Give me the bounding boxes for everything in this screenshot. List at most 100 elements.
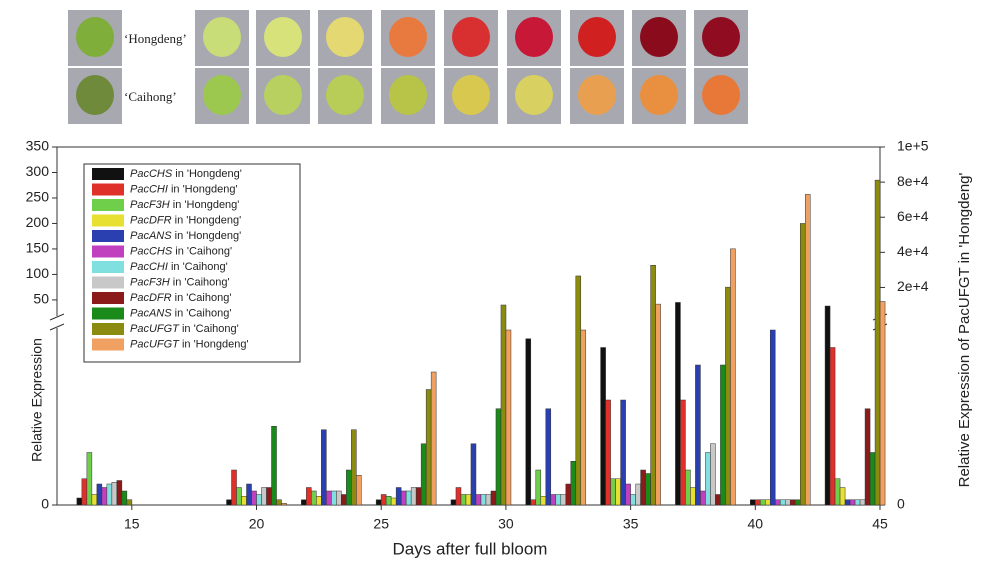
- bar: [626, 484, 631, 505]
- bar: [421, 444, 426, 505]
- bar: [606, 400, 611, 505]
- bar: [127, 500, 132, 505]
- bar: [611, 479, 616, 505]
- bar: [700, 491, 705, 505]
- y-tick-label: 150: [26, 240, 50, 256]
- bar: [566, 484, 571, 505]
- bar: [262, 488, 267, 506]
- fruit: [264, 75, 302, 115]
- fruit: [264, 17, 302, 57]
- bar: [835, 479, 840, 505]
- legend-swatch: [92, 230, 124, 242]
- legend-label: PacANS in 'Caihong': [130, 307, 231, 319]
- bar: [755, 500, 760, 505]
- bar: [326, 491, 331, 505]
- chart: ‘Hongdeng’ ‘Caihong’ Days after full blo…: [0, 0, 984, 563]
- fruit: [326, 17, 364, 57]
- fruit: [578, 75, 616, 115]
- legend-swatch: [92, 199, 124, 211]
- bar: [860, 500, 865, 505]
- bar: [790, 500, 795, 505]
- legend-label: PacCHS in 'Caihong': [130, 245, 232, 257]
- fruit: [640, 17, 678, 57]
- fruit: [76, 75, 114, 115]
- y2-tick-label: 6e+4: [897, 208, 929, 224]
- legend-label: PacCHI in 'Hongdeng': [130, 183, 238, 195]
- bar: [541, 496, 546, 505]
- bar: [581, 330, 586, 505]
- fruit: [389, 17, 427, 57]
- legend-gene: PacCHS: [130, 245, 173, 257]
- bar: [695, 365, 700, 505]
- fruit: [203, 17, 241, 57]
- legend-rest: in 'Caihong': [172, 292, 232, 304]
- bar: [850, 500, 855, 505]
- bar: [102, 488, 107, 506]
- bar: [805, 194, 810, 505]
- x-tick-label: 45: [872, 516, 888, 532]
- bar: [641, 470, 646, 505]
- legend-gene: PacF3H: [130, 199, 170, 211]
- legend-label: PacANS in 'Hongdeng': [130, 230, 241, 242]
- bar: [282, 503, 287, 505]
- bar: [576, 276, 581, 505]
- bar: [237, 488, 242, 506]
- x-tick-label: 15: [124, 516, 140, 532]
- x-tick-label: 25: [373, 516, 389, 532]
- bar: [725, 287, 730, 505]
- legend-swatch: [92, 277, 124, 289]
- bar: [481, 495, 486, 506]
- bar: [561, 495, 566, 506]
- bar: [252, 491, 257, 505]
- fruit: [578, 17, 616, 57]
- photo-label: ‘Hongdeng’: [124, 31, 187, 46]
- bar: [765, 500, 770, 505]
- bar: [376, 500, 381, 505]
- bar: [426, 390, 431, 506]
- axis-break: [50, 316, 64, 328]
- bar: [122, 491, 127, 505]
- legend-rest: in 'Hongdeng': [172, 230, 242, 242]
- y-tick-label: 50: [33, 291, 49, 307]
- fruit-photos: [68, 10, 748, 124]
- bar: [401, 491, 406, 505]
- legend-label: PacDFR in 'Hongdeng': [130, 214, 241, 226]
- y-axis-label: Relative Expression: [29, 338, 45, 462]
- legend-swatch: [92, 323, 124, 335]
- bar: [496, 409, 501, 505]
- legend-label: PacDFR in 'Caihong': [130, 292, 231, 304]
- legend-rest: in 'Caihong': [170, 276, 230, 288]
- bar: [830, 348, 835, 506]
- legend-gene: PacDFR: [130, 292, 172, 304]
- bar: [646, 474, 651, 506]
- legend-swatch: [92, 215, 124, 227]
- bar: [870, 453, 875, 506]
- bar: [486, 495, 491, 506]
- bar: [551, 495, 556, 506]
- bar: [795, 500, 800, 505]
- legend-gene: PacUFGT: [130, 338, 180, 350]
- bar: [685, 470, 690, 505]
- bar: [491, 491, 496, 505]
- fruit: [76, 17, 114, 57]
- bar: [780, 500, 785, 505]
- bar: [536, 470, 541, 505]
- legend-gene: PacCHI: [130, 261, 168, 273]
- bar: [321, 430, 326, 505]
- bar: [107, 484, 112, 505]
- y-tick-label: 250: [26, 189, 50, 205]
- bar: [456, 488, 461, 506]
- fruit: [203, 75, 241, 115]
- legend-rest: in 'Hongdeng': [172, 214, 242, 226]
- legend-rest: in 'Caihong': [168, 261, 228, 273]
- bar: [601, 348, 606, 506]
- bar: [92, 495, 97, 506]
- bar: [775, 500, 780, 505]
- legend-gene: PacANS: [130, 230, 172, 242]
- bar: [87, 453, 92, 506]
- bar: [247, 484, 252, 505]
- legend-label: PacF3H in 'Caihong': [130, 276, 230, 288]
- x-tick-label: 40: [748, 516, 764, 532]
- bar: [306, 488, 311, 506]
- fruit: [389, 75, 427, 115]
